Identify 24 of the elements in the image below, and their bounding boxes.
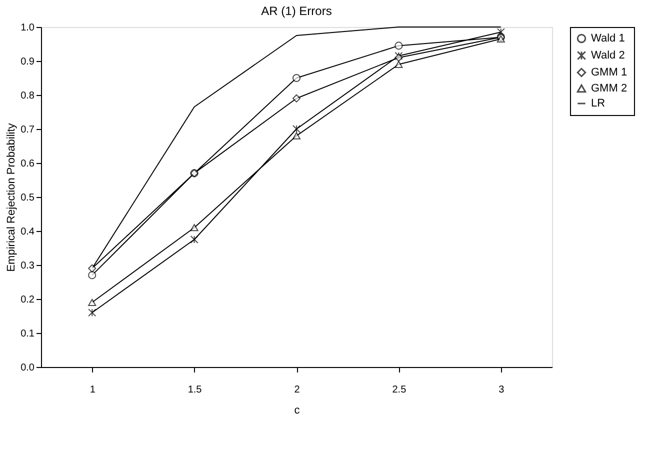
legend-label: LR xyxy=(591,98,606,110)
chart-title: AR (1) Errors xyxy=(261,4,332,18)
y-tick-label: 0.5 xyxy=(20,192,35,204)
legend-label: Wald 2 xyxy=(591,50,625,62)
y-tick-label: 0.1 xyxy=(20,328,35,340)
y-tick-label: 0.6 xyxy=(20,158,35,170)
y-axis-title: Empirical Rejection Probability xyxy=(6,122,18,272)
x-tick-label: 2.5 xyxy=(392,384,407,396)
y-tick-label: 0.9 xyxy=(20,56,35,68)
x-tick-label: 2 xyxy=(294,384,300,396)
y-tick-label: 0.2 xyxy=(20,294,35,306)
x-tick-label: 1.5 xyxy=(188,384,202,396)
y-tick-label: 0.7 xyxy=(20,124,35,136)
x-axis-title: c xyxy=(294,404,300,416)
y-tick-label: 1.0 xyxy=(20,22,35,34)
y-tick-label: 0.8 xyxy=(20,90,35,102)
legend-label: Wald 1 xyxy=(591,32,625,44)
legend-label: GMM 1 xyxy=(591,66,628,78)
x-tick-label: 1 xyxy=(90,384,96,396)
y-tick-label: 0.3 xyxy=(20,260,35,272)
y-tick-label: 0.0 xyxy=(20,362,35,374)
x-tick-label: 3 xyxy=(498,384,505,396)
legend-label: GMM 2 xyxy=(591,82,628,94)
y-tick-label: 0.4 xyxy=(20,226,35,238)
